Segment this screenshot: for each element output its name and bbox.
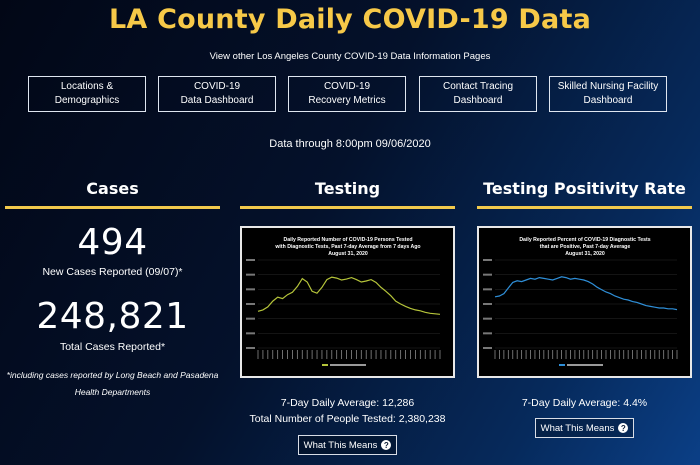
legend-swatch [322,364,328,366]
question-circle-icon: ? [618,423,629,433]
nav-locations-demographics-button[interactable]: Locations & Demographics [28,76,146,112]
y-tick-label-mark [246,347,255,349]
cases-section-title: Cases [86,179,139,198]
chart-title-line: with Diagnostic Tests, Past 7-day Averag… [274,244,420,250]
positivity-series-line [494,276,678,311]
chart-title-line: Daily Reported Percent of COVID-19 Diagn… [519,237,650,243]
other-pages-link-text[interactable]: View other Los Angeles County COVID-19 D… [209,51,491,62]
what-this-means-label: What This Means [540,422,615,434]
y-tick-label-mark [483,303,492,305]
positivity-section-divider [477,206,692,209]
testing-chart[interactable]: Daily Reported Number of COVID-19 Person… [240,226,455,378]
positivity-what-this-means-button[interactable]: What This Means ? [535,418,634,438]
nav-button-label: COVID-19 [323,81,371,92]
chart-title-line: August 31, 2020 [565,251,605,257]
legend-mark [330,364,366,366]
y-tick-label-mark [246,332,255,335]
nav-button-label: Dashboard [453,95,503,106]
testing-section-title: Testing [314,179,381,198]
chart-title-line: Daily Reported Number of COVID-19 Person… [283,237,412,243]
y-tick-label-mark [246,303,255,305]
y-tick-label-mark [483,273,492,276]
data-through-timestamp: Data through 8:00pm 09/06/2020 [269,138,431,150]
nav-recovery-metrics-button[interactable]: COVID-19 Recovery Metrics [288,76,406,112]
nav-data-dashboard-button[interactable]: COVID-19 Data Dashboard [158,76,276,112]
y-tick-label-mark [246,273,255,276]
chart-title-line: August 31, 2020 [328,251,368,257]
positivity-section-title: Testing Positivity Rate [483,179,686,198]
nav-button-label: COVID-19 [193,81,241,92]
y-tick-label-mark [483,332,492,335]
chart-gridlines [483,259,677,349]
new-cases-count: 494 [77,222,148,263]
y-tick-label-mark [246,288,255,291]
nav-button-label: Skilled Nursing Facility [557,81,659,92]
nav-button-label: Contact Tracing [442,81,514,92]
nav-skilled-nursing-button[interactable]: Skilled Nursing Facility Dashboard [549,76,667,112]
question-circle-icon: ? [381,440,392,450]
page-title: LA County Daily COVID-19 Data [109,4,591,35]
testing-section-divider [240,206,455,209]
nav-button-label: Recovery Metrics [308,95,386,106]
chart-title-line: that are Positive, Past 7-day Average [540,244,631,250]
y-tick-label-mark [483,317,492,320]
new-cases-label: New Cases Reported (09/07)* [42,266,183,278]
legend-swatch [559,364,565,366]
nav-button-label: Demographics [54,95,120,106]
nav-contact-tracing-button[interactable]: Contact Tracing Dashboard [419,76,537,112]
chart-x-axis [257,350,441,366]
testing-total-tested: Total Number of People Tested: 2,380,238 [249,413,446,425]
nav-button-label: Locations & [60,81,114,92]
testing-what-this-means-button[interactable]: What This Means ? [298,435,397,455]
chart-gridlines [246,259,440,349]
cases-footnote: *including cases reported by Long Beach … [6,370,219,380]
positivity-chart-svg: Daily Reported Percent of COVID-19 Diagn… [483,237,678,366]
total-cases-count: 248,821 [36,296,189,337]
legend-mark [567,364,603,366]
y-tick-label-mark [246,317,255,320]
testing-chart-svg: Daily Reported Number of COVID-19 Person… [246,237,441,366]
testing-daily-average: 7-Day Daily Average: 12,286 [280,397,415,409]
testing-series-line [257,276,441,315]
total-cases-label: Total Cases Reported* [59,341,166,353]
cases-section-divider [5,206,220,209]
positivity-chart[interactable]: Daily Reported Percent of COVID-19 Diagn… [477,226,692,378]
y-tick-label-mark [483,259,492,261]
y-tick-label-mark [246,259,255,261]
cases-footnote-continued: Health Departments [74,387,151,397]
nav-button-label: Dashboard [583,95,633,106]
positivity-daily-average: 7-Day Daily Average: 4.4% [521,397,648,409]
nav-button-label: Data Dashboard [180,95,254,106]
y-tick-label-mark [483,347,492,349]
y-tick-label-mark [483,288,492,291]
what-this-means-label: What This Means [303,439,378,451]
chart-x-axis [494,350,678,366]
